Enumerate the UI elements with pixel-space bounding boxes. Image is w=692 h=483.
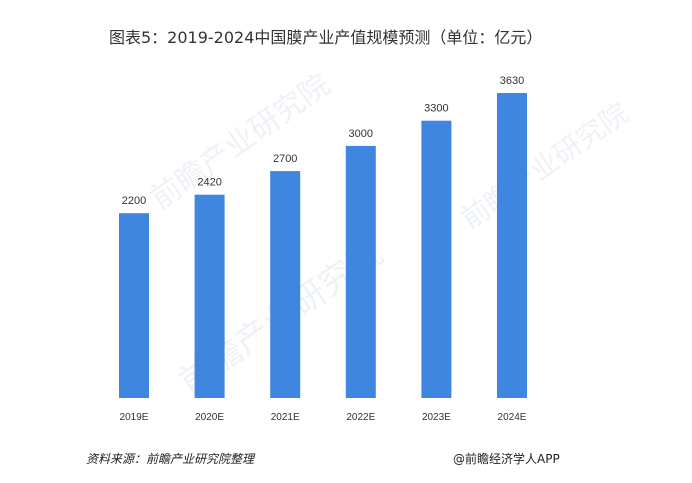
data-label-2021E: 2700 [273,153,297,165]
x-tick-2019E: 2019E [120,412,149,423]
x-tick-labels-group: 2019E 2020E 2021E 2022E 2023E 2024E [120,412,527,423]
x-tick-2020E: 2020E [195,412,224,423]
chart-title: 图表5：2019-2024中国膜产业产值规模预测（单位：亿元） [109,28,543,47]
source-note: 资料来源：前瞻产业研究院整理 [86,452,255,466]
data-label-2019E: 2200 [122,195,146,207]
data-label-2024E: 3630 [500,75,524,87]
value-labels-group: 2200 2420 2700 3000 3300 3630 [122,75,524,207]
data-label-2020E: 2420 [197,177,221,189]
brand-credit: @前瞻经济学人APP [453,452,560,466]
x-tick-2024E: 2024E [498,412,527,423]
watermark-text-1: 前瞻产业研究院 [145,67,337,216]
bar-2020E [194,194,225,398]
x-tick-2021E: 2021E [271,412,300,423]
data-label-2022E: 3000 [349,128,373,140]
bars-group [119,93,527,398]
watermark-text-3: 前瞻产业研究院 [455,96,634,235]
x-tick-2022E: 2022E [346,412,375,423]
bar-2022E [345,145,376,398]
bar-2023E [421,120,452,398]
bar-2024E [497,93,527,398]
data-label-2023E: 3300 [424,103,448,115]
x-tick-2023E: 2023E [422,412,451,423]
bar-2021E [270,171,301,398]
bar-2019E [119,213,149,398]
